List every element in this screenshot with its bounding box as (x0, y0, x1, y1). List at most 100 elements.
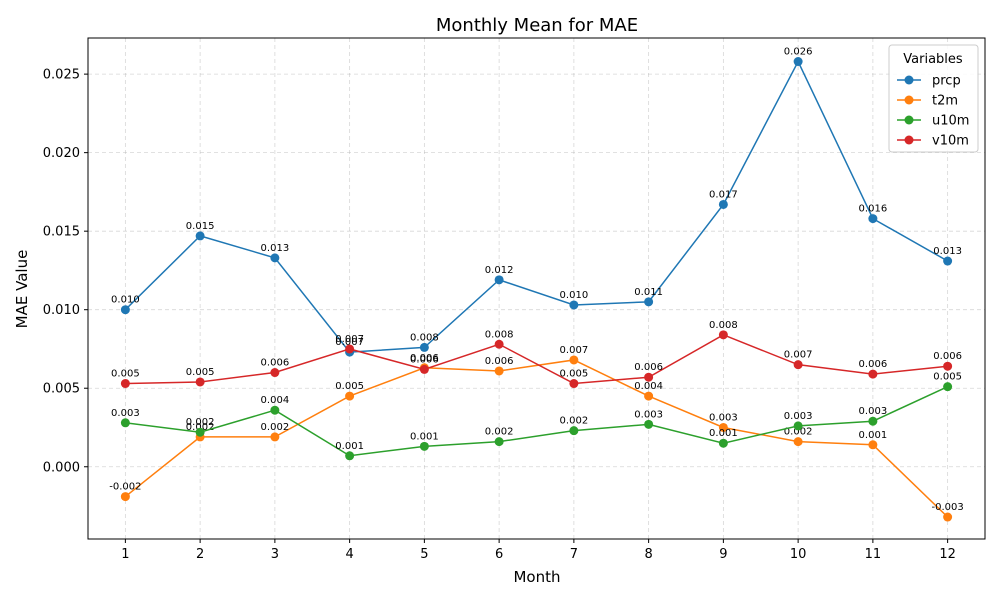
data-label-prcp: 0.010 (560, 290, 589, 301)
data-point-prcp (644, 297, 654, 307)
data-point-u10m (494, 437, 504, 447)
data-point-v10m (644, 372, 654, 382)
legend-marker-prcp (904, 75, 914, 85)
data-label-u10m: 0.002 (485, 427, 514, 438)
data-label-u10m: 0.002 (560, 416, 589, 427)
data-label-prcp: 0.026 (784, 47, 813, 58)
data-point-prcp (494, 275, 504, 285)
legend: Variables prcp t2m u10m v10m (888, 44, 979, 153)
series-line-prcp (124, 59, 948, 353)
data-point-t2m (270, 432, 280, 442)
series-line-u10m (125, 385, 948, 457)
data-label-prcp: 0.013 (261, 243, 290, 254)
data-point-t2m (718, 422, 728, 432)
data-point-u10m (718, 438, 728, 448)
series-line-t2m (124, 359, 949, 518)
legend-label-prcp: prcp (932, 74, 961, 89)
chart-title: Monthly Mean for MAE (436, 15, 638, 36)
data-label-t2m: -0.002 (109, 482, 141, 493)
legend-marker-u10m (904, 115, 914, 125)
data-point-t2m (345, 391, 355, 401)
legend-label-v10m: v10m (932, 134, 969, 149)
x-tick-label: 4 (345, 547, 353, 562)
data-label-prcp: 0.007 (335, 337, 364, 348)
data-label-u10m: 0.001 (709, 428, 738, 439)
data-label-t2m: 0.004 (634, 381, 663, 392)
data-label-u10m: 0.003 (859, 406, 888, 417)
data-label-v10m: 0.006 (410, 354, 439, 365)
data-label-v10m: 0.006 (859, 359, 888, 370)
data-label-v10m: 0.007 (784, 350, 813, 361)
x-axis: 1 2 3 4 5 6 7 8 9 10 11 12 (121, 539, 956, 562)
data-label-u10m: 0.004 (261, 395, 290, 406)
data-point-prcp (270, 253, 280, 263)
data-label-v10m: 0.006 (261, 358, 290, 369)
data-label-v10m: 0.008 (485, 329, 514, 340)
x-tick-label: 3 (271, 547, 279, 562)
data-point-u10m (943, 382, 953, 392)
x-tick-label: 6 (495, 547, 503, 562)
legend-label-t2m: t2m (932, 94, 958, 109)
y-tick-label: 0.020 (43, 146, 80, 161)
data-label-u10m: 0.001 (335, 441, 364, 452)
data-label-prcp: 0.013 (933, 246, 962, 257)
x-tick-label: 9 (719, 547, 727, 562)
data-label-prcp: 0.012 (485, 265, 514, 276)
data-point-prcp (943, 256, 953, 266)
y-axis: 0.000 0.005 0.010 0.015 0.020 0.025 (43, 68, 88, 475)
data-label-u10m: 0.003 (634, 409, 663, 420)
data-label-t2m: 0.006 (485, 356, 514, 367)
x-tick-label: 11 (865, 547, 882, 562)
legend-marker-v10m (904, 135, 914, 145)
data-label-t2m: -0.003 (932, 502, 964, 513)
data-label-u10m: 0.002 (186, 417, 215, 428)
data-point-t2m (494, 366, 504, 376)
data-point-v10m (345, 344, 355, 354)
data-point-u10m (644, 419, 654, 429)
data-point-v10m (195, 377, 205, 387)
data-point-v10m (793, 360, 803, 370)
y-tick-label: 0.025 (43, 68, 80, 83)
data-label-prcp: 0.017 (709, 189, 738, 200)
data-point-prcp (793, 57, 803, 67)
data-point-v10m (270, 368, 280, 378)
grid (88, 38, 985, 539)
data-point-u10m (793, 421, 803, 431)
y-tick-label: 0.005 (43, 382, 80, 397)
data-point-t2m (793, 437, 803, 447)
x-tick-label: 8 (644, 547, 652, 562)
plot-frame (87, 37, 986, 540)
x-axis-label: Month (513, 568, 560, 586)
data-label-t2m: 0.002 (261, 422, 290, 433)
legend-box (888, 44, 979, 153)
data-label-v10m: 0.005 (111, 369, 140, 380)
data-label-t2m: 0.006 (410, 353, 439, 364)
x-tick-label: 5 (420, 547, 428, 562)
data-point-t2m (120, 492, 130, 502)
data-point-v10m (120, 379, 130, 389)
series-u10m: 0.003 0.002 0.004 0.001 0.001 0.002 0.002 0.003… (111, 372, 962, 461)
legend-marker-t2m (904, 95, 914, 105)
series-layer: 0.010 0.015 0.013 0.007 0.008 0.012 0.010 0.011… (109, 47, 964, 522)
data-point-u10m (569, 426, 579, 436)
data-point-u10m (345, 451, 355, 461)
data-point-v10m (494, 339, 504, 349)
data-label-prcp: 0.010 (111, 295, 140, 306)
x-tick-label: 12 (939, 547, 956, 562)
data-point-v10m (718, 330, 728, 340)
data-point-u10m (120, 418, 130, 428)
data-label-v10m: 0.005 (560, 369, 589, 380)
x-tick-label: 10 (790, 547, 807, 562)
data-point-prcp (419, 342, 429, 352)
data-label-t2m: 0.005 (335, 381, 364, 392)
data-label-t2m: 0.002 (784, 427, 813, 438)
y-tick-label: 0.000 (43, 460, 80, 475)
data-point-v10m (868, 369, 878, 379)
y-tick-label: 0.015 (43, 225, 80, 240)
data-label-prcp: 0.016 (859, 204, 888, 215)
legend-title: Variables (903, 52, 963, 67)
data-point-t2m (868, 440, 878, 450)
y-axis-label: MAE Value (13, 250, 31, 329)
data-point-t2m (644, 391, 654, 401)
